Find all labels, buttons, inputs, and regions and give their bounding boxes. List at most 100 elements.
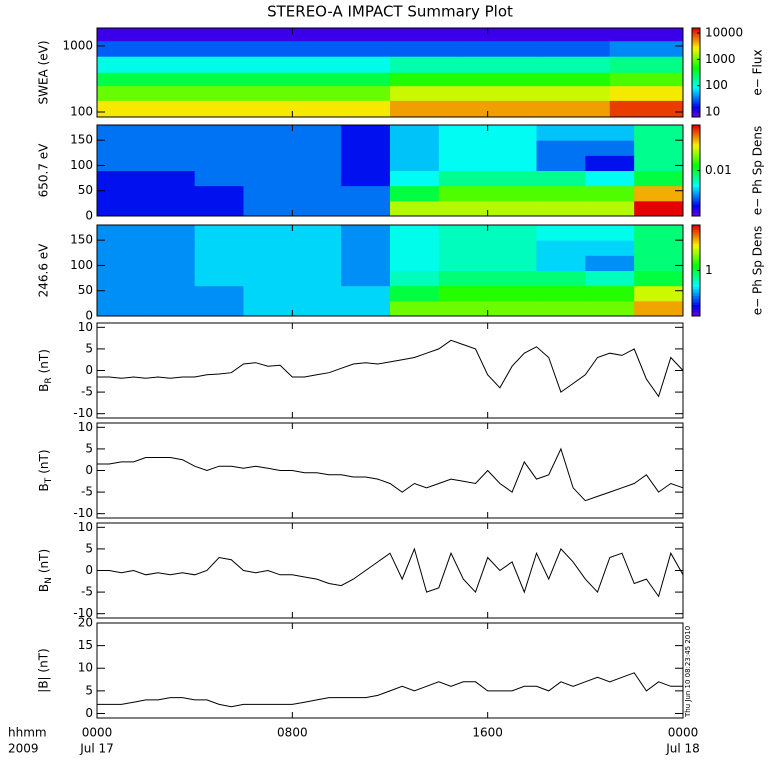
heatmap-cell xyxy=(585,155,635,171)
heatmap-cell xyxy=(97,170,147,187)
y-axis-label: 650.7 eV xyxy=(37,143,51,198)
colorbar-step xyxy=(692,195,700,199)
heatmap-cell xyxy=(341,125,391,141)
heatmap-cell xyxy=(194,155,244,171)
heatmap-cell xyxy=(194,300,244,317)
heatmap-cell xyxy=(438,125,489,141)
colorbar-tick-label: 100 xyxy=(705,78,728,92)
heatmap-cell xyxy=(438,185,489,202)
y-tick-label: 10 xyxy=(78,320,93,334)
panel-frame xyxy=(96,224,684,317)
colorbar-step xyxy=(692,48,700,51)
heatmap-cell xyxy=(585,225,635,241)
y-tick-label: 0 xyxy=(85,309,93,323)
heatmap-cell xyxy=(341,200,391,217)
heatmap-cell xyxy=(97,270,147,287)
colorbar-step xyxy=(692,170,700,174)
colorbar-step xyxy=(692,259,700,262)
heatmap-cell xyxy=(145,225,196,241)
heatmap-cell xyxy=(341,140,391,156)
y-tick-label: 5 xyxy=(85,441,93,455)
colorbar-tick-label: 0.01 xyxy=(705,163,732,177)
colorbar-step xyxy=(692,168,700,171)
heatmap-cell xyxy=(316,56,391,73)
colorbar-step xyxy=(692,68,700,71)
x-tick-label: 0000 xyxy=(82,726,113,740)
y-axis-label: BR (nT) xyxy=(37,349,54,392)
heatmap-cell xyxy=(292,155,342,171)
y-axis-label-sub: R xyxy=(44,377,54,383)
panel-frame xyxy=(96,124,684,217)
heatmap-cell xyxy=(292,225,342,241)
colorbar-step xyxy=(692,101,700,105)
colorbar-step xyxy=(692,297,700,301)
heatmap-cell xyxy=(585,170,635,187)
heatmap-cell xyxy=(145,255,196,271)
colorbar-step xyxy=(692,295,700,299)
heatmap-cell xyxy=(536,200,586,217)
colorbar-step xyxy=(692,147,700,151)
heatmap-cell xyxy=(609,100,684,118)
heatmap-cell xyxy=(487,270,537,287)
colorbar-step xyxy=(692,52,700,56)
heatmap-cell xyxy=(243,85,318,101)
colorbar-step xyxy=(692,277,700,281)
y-tick-label: 50 xyxy=(78,183,93,197)
y-tick-label: 150 xyxy=(70,133,93,147)
colorbar-step xyxy=(692,225,700,228)
heatmap-cell xyxy=(390,140,440,156)
heatmap-cell xyxy=(438,285,489,302)
heatmap-cell xyxy=(145,200,196,217)
colorbar-step xyxy=(692,227,700,231)
heatmap-cell xyxy=(463,40,537,57)
heatmap-cell xyxy=(487,140,537,156)
heatmap-cell xyxy=(390,285,440,302)
colorbar-step xyxy=(692,256,700,260)
heatmap-cell xyxy=(97,285,147,302)
colorbar-step xyxy=(692,54,700,58)
heatmap-cell xyxy=(390,170,440,187)
y-tick-label: 0 xyxy=(85,363,93,377)
colorbar-step xyxy=(692,261,700,265)
y-tick-label: 0 xyxy=(85,706,93,720)
heatmap-cell xyxy=(97,100,171,118)
colorbar-label: e− Ph Sp Dens xyxy=(751,226,765,315)
colorbar-step xyxy=(692,134,700,137)
heatmap-cell xyxy=(243,270,293,287)
colorbar-step xyxy=(692,229,700,233)
colorbar-step xyxy=(692,81,700,85)
heatmap-cell xyxy=(341,155,391,171)
colorbar-step xyxy=(692,85,700,89)
heatmap-cell xyxy=(438,140,489,156)
colorbar-step xyxy=(692,63,700,67)
heatmap-cell xyxy=(536,40,611,57)
heatmap-cell xyxy=(243,100,318,118)
heatmap-cell xyxy=(243,155,293,171)
heatmap-cell xyxy=(536,28,611,42)
colorbar-step xyxy=(692,270,700,274)
heatmap-cell xyxy=(390,300,440,317)
colorbar-step xyxy=(692,43,700,47)
colorbar-step xyxy=(692,238,700,242)
heatmap-cell xyxy=(243,285,293,302)
heatmap-cell xyxy=(97,140,147,156)
y-tick-label: 5 xyxy=(85,541,93,555)
heatmap-cell xyxy=(194,170,244,187)
heatmap-cell xyxy=(97,85,171,101)
colorbar-step xyxy=(692,206,700,210)
heatmap-cell xyxy=(145,155,196,171)
heatmap-cell xyxy=(341,270,391,287)
heatmap-cell xyxy=(463,72,537,87)
heatmap-cell xyxy=(292,200,342,217)
heatmap-cell xyxy=(585,300,635,317)
heatmap-cell xyxy=(390,100,464,118)
colorbar-step xyxy=(692,211,700,215)
heatmap-cell xyxy=(487,300,537,317)
heatmap-cell xyxy=(634,125,684,141)
heatmap-cell xyxy=(609,72,684,87)
heatmap-cell xyxy=(463,56,537,73)
x-axis-label: hhmm xyxy=(8,726,47,740)
y-axis-label: SWEA (eV) xyxy=(37,40,51,104)
heatmap-cell xyxy=(634,285,684,302)
y-axis-label: 246.6 eV xyxy=(37,243,51,298)
